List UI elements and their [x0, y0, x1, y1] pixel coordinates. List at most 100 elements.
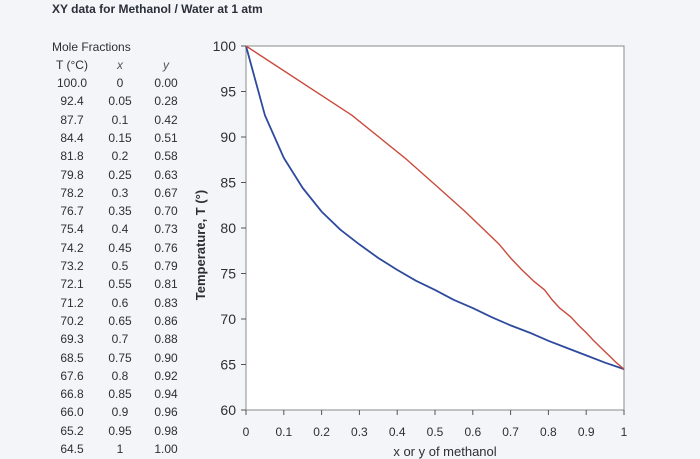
table-cell: 0.42 [154, 112, 178, 127]
table-cell: 0.73 [154, 222, 178, 237]
table-cell: 0.55 [108, 277, 132, 292]
table-header-cell: x [117, 58, 123, 72]
table-cell: 76.7 [60, 204, 84, 219]
dew-point-curve [245, 45, 625, 370]
x-tick-label: 0.6 [464, 425, 481, 439]
table-cell: 81.8 [60, 149, 84, 164]
table-cell: 0.76 [154, 240, 178, 255]
table-cell: 75.4 [60, 222, 84, 237]
table-cell: 0.15 [108, 130, 132, 145]
table-cell: 0.81 [154, 277, 178, 292]
table-row: 76.7 0.35 0.70 [52, 204, 192, 220]
table-row: 87.7 0.1 0.42 [52, 113, 192, 129]
x-tick-label: 0.4 [389, 425, 406, 439]
table-cell: 0 [116, 76, 124, 90]
table-cell: 0.83 [154, 295, 178, 310]
table-cell: 84.4 [60, 130, 84, 145]
table-row: 70.2 0.65 0.86 [52, 314, 192, 330]
table-cell: 92.4 [60, 94, 84, 109]
x-tick-label: 0.3 [351, 425, 368, 439]
table-row: 92.4 0.05 0.28 [52, 94, 192, 110]
table-row: 68.5 0.75 0.90 [52, 351, 192, 367]
table-cell: 0.98 [154, 423, 178, 438]
table-cell: 0.8 [111, 368, 129, 383]
y-tick-label: 100 [213, 38, 237, 54]
table-row: 69.3 0.7 0.88 [52, 332, 192, 348]
x-tick-label: 0.7 [502, 425, 519, 439]
table-cell: 0.51 [154, 130, 178, 145]
table-cell: 71.2 [60, 295, 84, 310]
table-row: 71.2 0.6 0.83 [52, 296, 192, 312]
table-cell: 65.2 [60, 423, 84, 438]
table-cell: 69.3 [60, 332, 84, 347]
table-cell: 0.88 [154, 332, 178, 347]
table-cell: 0.63 [154, 167, 178, 182]
table-cell: 0.90 [154, 350, 178, 365]
table-cell: 0.86 [154, 313, 178, 328]
table-row: 74.2 0.45 0.76 [52, 241, 192, 257]
table-row: 64.5 1 1.00 [52, 442, 192, 458]
table-cell: 100.0 [56, 76, 88, 90]
table-cell: 0.2 [111, 149, 129, 164]
table-row: 65.2 0.95 0.98 [52, 424, 192, 440]
table-cell: 0.85 [108, 387, 132, 402]
table-row: 79.8 0.25 0.63 [52, 168, 192, 184]
x-tick-label: 0.2 [313, 425, 330, 439]
y-tick-label: 80 [220, 220, 236, 236]
table-row: 66.8 0.85 0.94 [52, 387, 192, 403]
table-header-cell: T (°C) [56, 58, 88, 72]
table-cell: 68.5 [60, 350, 84, 365]
table-cell: 78.2 [60, 185, 84, 200]
table-cell: 73.2 [60, 259, 84, 273]
table-cell: 0.65 [108, 313, 132, 328]
table-cell: 0.96 [154, 405, 178, 420]
table-cell: 0.05 [108, 94, 132, 109]
y-axis-label: Temperature, T (°) [193, 190, 208, 300]
table-cell: 74.2 [60, 240, 84, 255]
sheet-title: XY data for Methanol / Water at 1 atm [52, 2, 263, 16]
table-cell: 87.7 [60, 112, 84, 127]
plot-area [245, 45, 625, 411]
x-tick-label: 0.5 [427, 425, 444, 439]
table-cell: 0.6 [111, 295, 129, 310]
table-cell: 0.35 [108, 204, 132, 219]
table-cell: 64.5 [60, 442, 84, 456]
table-header-row: T (°C) x y [52, 58, 192, 74]
table-row: 73.2 0.5 0.79 [52, 259, 192, 275]
table-header-cell: y [163, 58, 169, 72]
table-cell: 0.00 [154, 76, 178, 90]
y-tick-label: 85 [220, 175, 236, 191]
table-cell: 70.2 [60, 313, 84, 328]
table-cell: 66.8 [60, 387, 84, 402]
table-cell: 0.28 [154, 94, 178, 109]
table-cell: 0.94 [154, 387, 178, 402]
table-cell: 0.92 [154, 368, 178, 383]
x-tick-label: 1 [621, 425, 628, 439]
table-cell: 0.1 [111, 112, 129, 127]
table-cell: 0.75 [108, 350, 132, 365]
x-tick-label: 0.8 [540, 425, 557, 439]
table-cell: 0.5 [111, 259, 129, 273]
table-row: 78.2 0.3 0.67 [52, 186, 192, 202]
table-cell: 67.6 [60, 368, 84, 383]
y-tick-label: 95 [220, 84, 236, 100]
table-cell: 79.8 [60, 167, 84, 182]
y-tick-label: 60 [220, 402, 236, 418]
table-cell: 0.4 [111, 222, 129, 237]
table-row: 67.6 0.8 0.92 [52, 369, 192, 385]
y-tick-label: 90 [220, 129, 236, 145]
table-cell: 0.45 [108, 240, 132, 255]
table-cell: 72.1 [60, 277, 84, 292]
table-cell: 0.58 [154, 149, 178, 164]
table-cell: 66.0 [60, 405, 84, 420]
x-tick-label: 0.9 [578, 425, 595, 439]
table-cell: 0.67 [154, 185, 178, 200]
table-cell: 0.95 [108, 423, 132, 438]
bubble-point-curve [245, 45, 625, 370]
table-row: 100.0 0 0.00 [52, 76, 192, 92]
table-cell: 0.70 [154, 204, 178, 219]
y-tick-label: 65 [220, 357, 236, 373]
table-cell: 0.7 [111, 332, 129, 347]
